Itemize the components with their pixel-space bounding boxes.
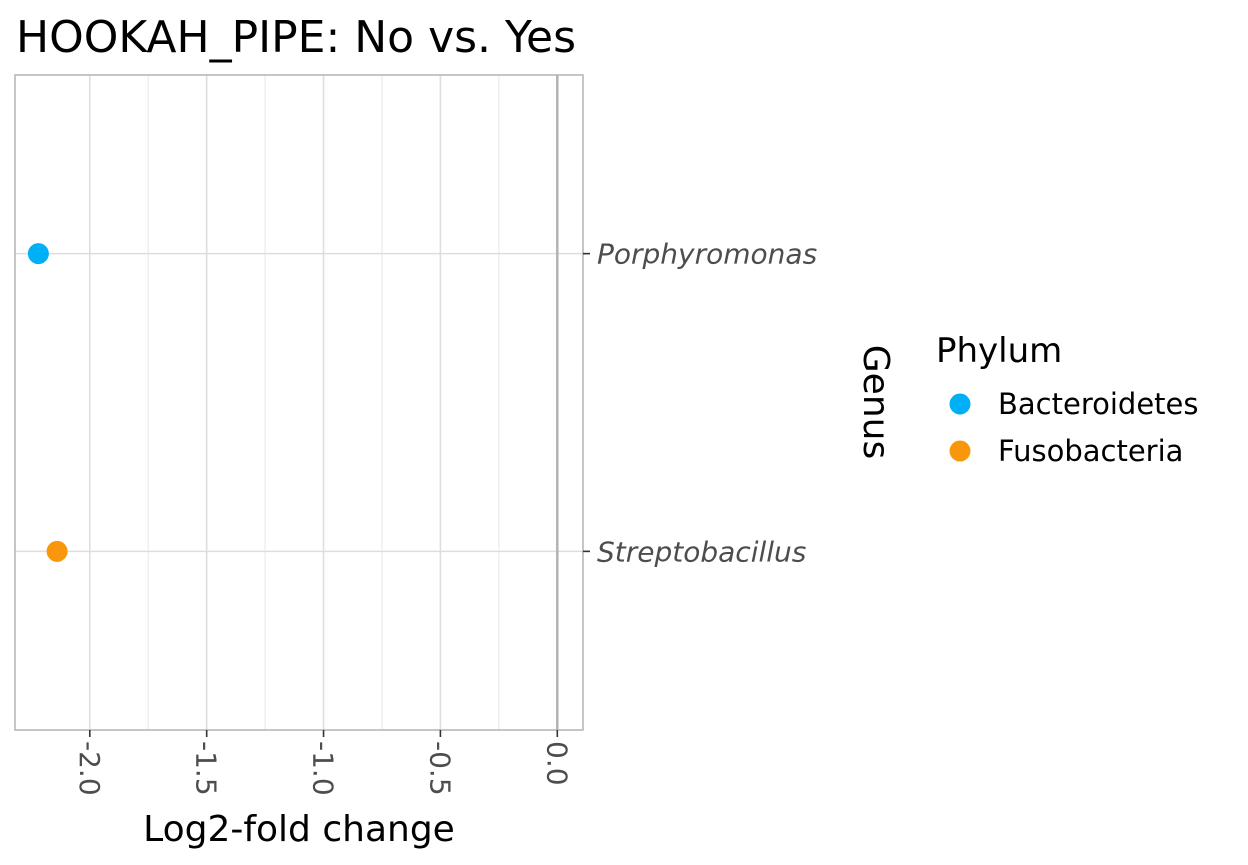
legend-label: Bacteroidetes [998,387,1198,421]
legend-key-fusobacteria [949,440,971,462]
x-tick-label: -2.0 [73,741,106,796]
grid-lines [15,75,583,730]
legend-key-bacteroidetes [949,393,971,415]
data-points [27,243,68,562]
plot-background [15,75,583,730]
y-category-label: Porphyromonas [597,238,817,271]
legend-title: Phylum [936,331,1062,371]
x-tick-label: -1.0 [307,741,340,796]
legend-label: Fusobacteria [998,434,1183,468]
x-tick-label: -1.5 [190,741,223,796]
x-tick-label: -0.5 [423,741,456,796]
x-tick-label: 0.0 [540,741,573,786]
y-axis-categories: Porphyromonas Streptobacillus [583,238,817,568]
data-point-porphyromonas [27,243,49,265]
x-axis-ticks: -2.0 -1.5 -1.0 -0.5 0.0 [73,730,573,796]
legend-entries: Bacteroidetes Fusobacteria [949,387,1198,468]
panel-border [14,74,584,731]
y-axis-title: Genus [855,345,896,459]
chart-title: HOOKAH_PIPE: No vs. Yes [16,12,576,63]
plot-panel [14,74,584,731]
legend: Phylum Bacteroidetes Fusobacteria [936,331,1198,468]
y-category-label: Streptobacillus [597,535,806,568]
x-axis-title: Log2-fold change [143,809,455,850]
data-point-streptobacillus [46,540,68,562]
